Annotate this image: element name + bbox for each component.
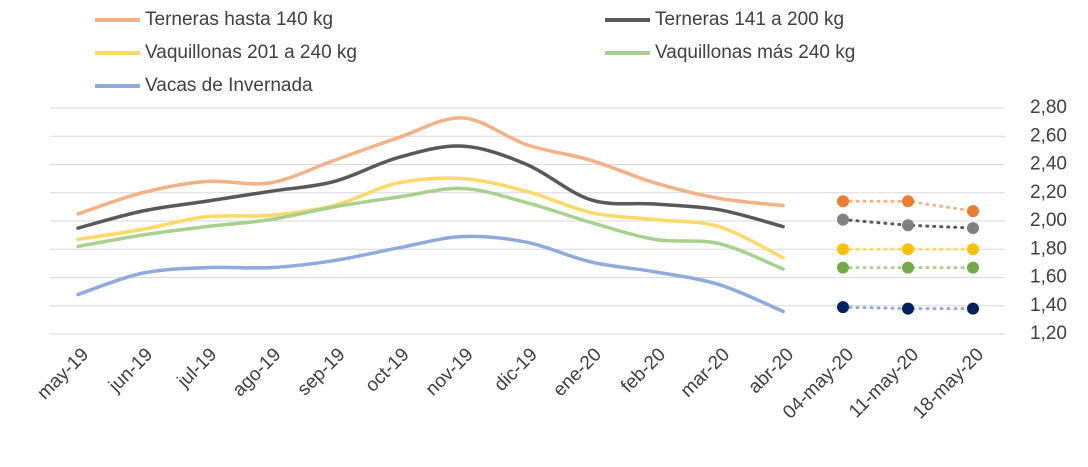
point <box>837 243 849 256</box>
x-tick-label: mar-20 <box>677 344 734 401</box>
point <box>902 243 914 256</box>
x-tick-label: may-19 <box>33 344 93 404</box>
series-line <box>76 234 785 314</box>
point <box>837 195 849 208</box>
point <box>967 302 979 315</box>
x-tick-label: nov-19 <box>422 344 478 400</box>
series-line <box>76 144 785 230</box>
series-line <box>76 176 785 260</box>
point <box>837 301 849 314</box>
y-tick-label: 2,40 <box>1030 154 1067 175</box>
y-tick-label: 2,60 <box>1030 125 1067 146</box>
point <box>967 261 979 274</box>
legend-label: Vaquillonas 201 a 240 kg <box>145 42 357 63</box>
x-tick-label: sep-19 <box>294 344 350 400</box>
y-tick-label: 2,20 <box>1030 182 1067 203</box>
x-tick-label: oct-19 <box>361 344 413 396</box>
y-tick-label: 1,80 <box>1030 238 1067 259</box>
y-tick-label: 2,00 <box>1030 210 1067 231</box>
x-tick-label: jun-19 <box>104 344 157 397</box>
point <box>902 195 914 208</box>
y-tick-label: 1,60 <box>1030 267 1067 288</box>
x-tick-label: ene-20 <box>549 344 606 401</box>
point <box>902 219 914 232</box>
legend-label: Vacas de Invernada <box>145 75 313 96</box>
x-tick-label: jul-19 <box>173 344 221 392</box>
point <box>837 261 849 274</box>
x-tick-label: dic-19 <box>490 344 541 395</box>
point <box>902 261 914 274</box>
legend-label: Terneras hasta 140 kg <box>145 9 333 30</box>
x-tick-label: ago-19 <box>229 344 286 401</box>
point <box>967 205 979 218</box>
point <box>967 243 979 256</box>
legend-label: Terneras 141 a 200 kg <box>655 9 844 30</box>
point <box>837 213 849 226</box>
y-tick-label: 1,20 <box>1030 323 1067 344</box>
y-tick-label: 2,80 <box>1030 97 1067 118</box>
point <box>967 222 979 235</box>
y-tick-label: 1,40 <box>1030 295 1067 316</box>
point <box>902 302 914 315</box>
x-tick-label: feb-20 <box>617 344 670 397</box>
legend-label: Vaquillonas más 240 kg <box>655 42 855 63</box>
x-tick-label: 18-may-20 <box>909 344 988 423</box>
x-tick-label: abr-20 <box>744 344 798 398</box>
series-line <box>76 116 785 216</box>
series-line <box>76 186 785 271</box>
